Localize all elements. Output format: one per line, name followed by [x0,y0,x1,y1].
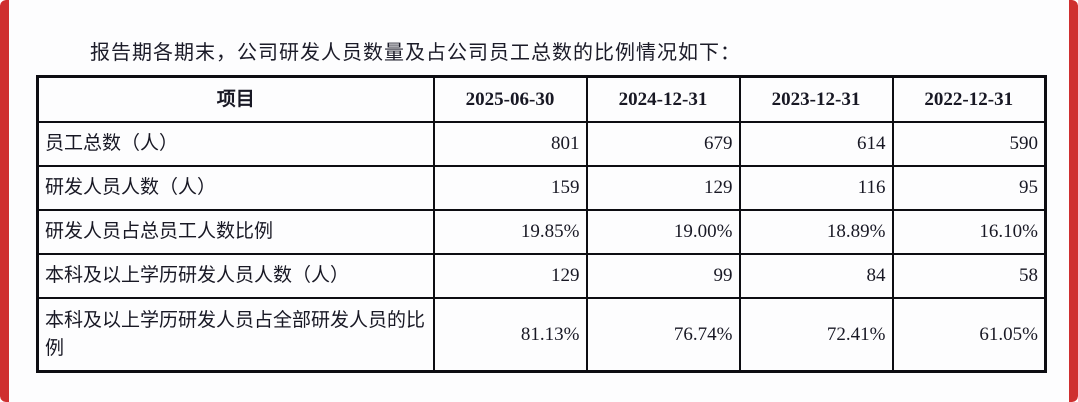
cell-value: 129 [432,253,588,299]
cell-value: 95 [891,165,1047,211]
col-header-2025-06-30: 2025-06-30 [432,75,588,123]
table-row-total-employees: 员工总数（人） 801 679 614 590 [36,121,1047,167]
col-header-item: 项目 [36,75,435,123]
cell-value: 116 [738,165,894,211]
col-header-2024-12-31: 2024-12-31 [585,75,741,123]
row-label: 本科及以上学历研发人员占全部研发人员的比例 [36,297,435,373]
cell-value: 590 [891,121,1047,167]
cell-value: 19.00% [585,209,741,255]
cell-value: 99 [585,253,741,299]
col-header-2022-12-31: 2022-12-31 [891,75,1047,123]
cell-value: 76.74% [585,297,741,373]
table-row-bachelor-headcount: 本科及以上学历研发人员人数（人） 129 99 84 58 [36,253,1047,299]
cell-value: 129 [585,165,741,211]
table-row-rd-ratio: 研发人员占总员工人数比例 19.85% 19.00% 18.89% 16.10% [36,209,1047,255]
row-label: 研发人员占总员工人数比例 [36,209,435,255]
cell-value: 18.89% [738,209,894,255]
table-header-row: 项目 2025-06-30 2024-12-31 2023-12-31 2022… [36,75,1047,123]
right-red-edge-bar [1069,0,1078,402]
table-row-rd-headcount: 研发人员人数（人） 159 129 116 95 [36,165,1047,211]
cell-value: 84 [738,253,894,299]
table-row-bachelor-ratio: 本科及以上学历研发人员占全部研发人员的比例 81.13% 76.74% 72.4… [36,297,1047,373]
cell-value: 801 [432,121,588,167]
col-header-2023-12-31: 2023-12-31 [738,75,894,123]
left-red-edge-bar [0,0,9,402]
row-label: 本科及以上学历研发人员人数（人） [36,253,435,299]
cell-value: 72.41% [738,297,894,373]
cell-value: 159 [432,165,588,211]
cell-value: 61.05% [891,297,1047,373]
cell-value: 16.10% [891,209,1047,255]
cell-value: 81.13% [432,297,588,373]
cell-value: 679 [585,121,741,167]
row-label: 研发人员人数（人） [36,165,435,211]
cell-value: 614 [738,121,894,167]
rd-personnel-table: 项目 2025-06-30 2024-12-31 2023-12-31 2022… [36,75,1047,373]
row-label: 员工总数（人） [36,121,435,167]
intro-text: 报告期各期末，公司研发人员数量及占公司员工总数的比例情况如下： [90,42,741,64]
cell-value: 19.85% [432,209,588,255]
cell-value: 58 [891,253,1047,299]
